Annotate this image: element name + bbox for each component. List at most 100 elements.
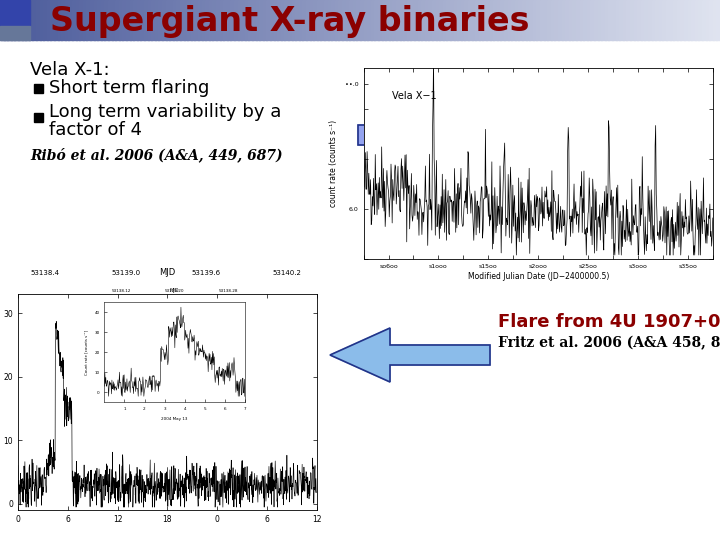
Bar (137, 0, 141, 40)
Bar (263, 0, 267, 40)
Bar (187, 0, 192, 40)
Bar (572, 0, 577, 40)
Bar (547, 0, 552, 40)
Bar (148, 0, 152, 40)
Bar (446, 0, 451, 40)
Bar (310, 0, 314, 40)
Bar (47, 0, 51, 40)
Text: factor of 4: factor of 4 (49, 121, 142, 139)
Bar (112, 0, 116, 40)
Bar (392, 0, 397, 40)
Bar (50, 0, 55, 40)
Bar (518, 0, 523, 40)
Bar (425, 0, 429, 40)
Bar (691, 0, 696, 40)
Bar (587, 0, 591, 40)
Bar (680, 0, 685, 40)
Bar (374, 0, 379, 40)
Text: Supergiant X-ray binaries: Supergiant X-ray binaries (50, 4, 529, 37)
Bar (443, 0, 447, 40)
Bar (90, 0, 94, 40)
Bar (673, 0, 678, 40)
Bar (0, 26, 30, 40)
Bar (40, 0, 44, 40)
Bar (151, 0, 156, 40)
Bar (320, 0, 325, 40)
Bar (684, 0, 688, 40)
Bar (504, 0, 508, 40)
Bar (655, 0, 660, 40)
Bar (335, 0, 339, 40)
Bar (58, 0, 62, 40)
Polygon shape (358, 108, 520, 162)
Bar (18, 0, 22, 40)
Bar (0, 0, 4, 40)
Bar (382, 0, 386, 40)
Bar (97, 0, 102, 40)
Text: 53138.28: 53138.28 (218, 289, 238, 293)
Bar (396, 0, 400, 40)
Text: Ribó et al. 2006 (A&A, 449, 687): Ribó et al. 2006 (A&A, 449, 687) (30, 147, 283, 163)
Bar (101, 0, 105, 40)
Bar (36, 0, 40, 40)
Bar (202, 0, 206, 40)
Bar (0, 0, 30, 25)
Bar (353, 0, 357, 40)
Bar (688, 0, 692, 40)
Bar (108, 0, 112, 40)
Bar (580, 0, 584, 40)
Bar (403, 0, 408, 40)
Bar (155, 0, 159, 40)
Bar (230, 0, 235, 40)
Bar (328, 0, 332, 40)
Bar (432, 0, 436, 40)
Bar (122, 0, 127, 40)
Bar (133, 0, 138, 40)
Bar (281, 0, 285, 40)
Bar (86, 0, 91, 40)
Bar (241, 0, 246, 40)
Bar (526, 0, 530, 40)
Bar (162, 0, 166, 40)
Bar (292, 0, 296, 40)
Text: 53139.0: 53139.0 (111, 270, 140, 276)
Bar (644, 0, 649, 40)
Bar (295, 0, 300, 40)
Bar (144, 0, 148, 40)
Bar (454, 0, 458, 40)
Bar (508, 0, 512, 40)
Bar (428, 0, 433, 40)
Bar (500, 0, 505, 40)
Bar (583, 0, 588, 40)
Bar (94, 0, 98, 40)
Bar (598, 0, 602, 40)
Bar (601, 0, 606, 40)
Y-axis label: Count rate [counts s⁻¹]: Count rate [counts s⁻¹] (85, 330, 89, 375)
Bar (698, 0, 703, 40)
X-axis label: Modified Julian Date (JD−2400000.5): Modified Julian Date (JD−2400000.5) (467, 272, 609, 281)
Bar (605, 0, 609, 40)
Bar (68, 0, 73, 40)
Bar (407, 0, 411, 40)
Bar (43, 0, 48, 40)
Bar (461, 0, 465, 40)
Bar (65, 0, 69, 40)
Bar (198, 0, 202, 40)
Bar (317, 0, 321, 40)
Bar (464, 0, 469, 40)
Bar (677, 0, 681, 40)
Bar (76, 0, 80, 40)
Bar (482, 0, 487, 40)
Bar (191, 0, 195, 40)
Bar (533, 0, 537, 40)
Text: Vela X−1: Vela X−1 (392, 91, 436, 100)
Bar (450, 0, 454, 40)
Bar (72, 0, 76, 40)
Bar (270, 0, 274, 40)
Bar (209, 0, 213, 40)
Bar (61, 0, 66, 40)
Bar (515, 0, 519, 40)
Bar (616, 0, 620, 40)
Bar (14, 0, 19, 40)
Bar (313, 0, 318, 40)
